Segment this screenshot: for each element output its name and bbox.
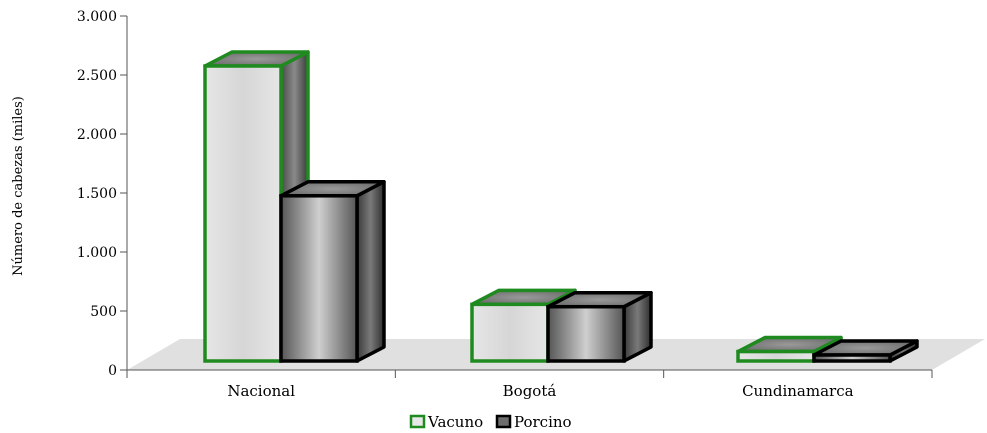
x-tick-label: Cundinamarca xyxy=(742,382,854,400)
bar-porcino-1 xyxy=(546,290,653,363)
legend-label-porcino: Porcino xyxy=(514,413,572,431)
x-axis-ticks: Nacional Bogotá Cundinamarca xyxy=(126,370,933,400)
x-tick-label: Bogotá xyxy=(503,382,557,400)
bar-vacuno-1-front xyxy=(470,302,550,363)
legend: Vacuno Porcino xyxy=(409,413,572,431)
y-tick-label: 0 xyxy=(108,363,117,379)
bar-porcino-0-front xyxy=(279,194,359,363)
legend-label-vacuno: Vacuno xyxy=(427,413,483,431)
legend-swatch-porcino xyxy=(495,414,512,429)
bar-porcino-2 xyxy=(812,339,919,363)
legend-swatch-vacuno xyxy=(409,414,426,429)
y-tick-label: 2.000 xyxy=(77,127,117,143)
y-tick-label: 3.000 xyxy=(77,9,117,25)
x-tick-label: Nacional xyxy=(227,382,295,400)
bar-vacuno-2-front xyxy=(736,349,816,363)
y-tick-label: 500 xyxy=(90,304,117,320)
y-axis-ticks: 0 500 1.000 1.500 2.000 2.500 3.000 xyxy=(77,9,127,379)
bar-porcino-2-front xyxy=(812,353,892,363)
bars xyxy=(203,50,919,363)
bar-porcino-0 xyxy=(279,180,386,363)
y-tick-label: 2.500 xyxy=(77,68,117,84)
bar-porcino-0-side xyxy=(355,180,386,363)
y-tick-label: 1.500 xyxy=(77,186,117,202)
bar-vacuno-0-front xyxy=(203,64,283,363)
bar-porcino-1-front xyxy=(546,304,626,363)
y-axis-label: Número de cabezas (miles) xyxy=(11,96,26,276)
y-tick-label: 1.000 xyxy=(77,245,117,261)
